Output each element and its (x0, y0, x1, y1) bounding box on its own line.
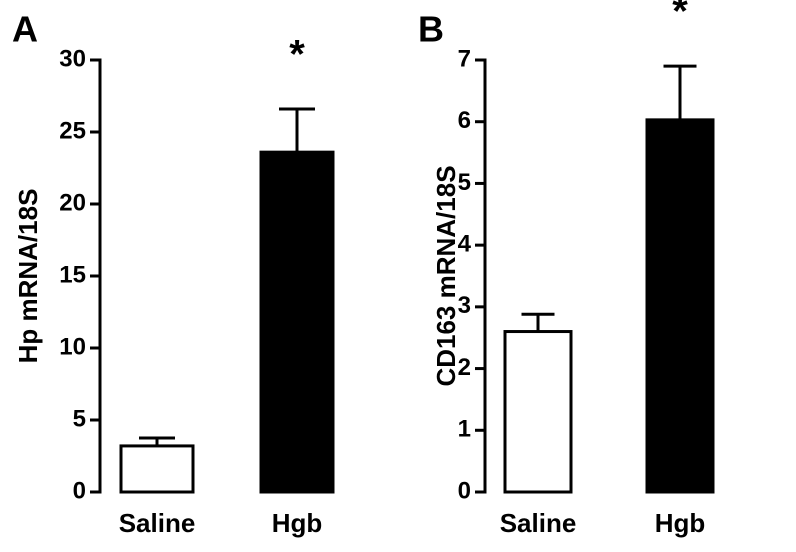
y-tick-label: 30 (59, 45, 86, 72)
y-tick-label: 1 (458, 416, 471, 443)
y-tick-label: 4 (458, 230, 472, 257)
panel-label: B (418, 9, 444, 50)
y-tick-label: 0 (73, 477, 86, 504)
panel-label: A (12, 9, 38, 50)
x-tick-label: Saline (500, 508, 577, 538)
y-tick-label: 2 (458, 354, 471, 381)
y-tick-label: 6 (458, 107, 471, 134)
bar (645, 118, 715, 494)
annotation: * (289, 33, 305, 77)
x-tick-label: Saline (119, 508, 196, 538)
bar (503, 330, 573, 494)
y-tick-label: 25 (59, 117, 86, 144)
y-tick-label: 7 (458, 45, 471, 72)
y-tick-label: 5 (73, 405, 86, 432)
y-tick-label: 0 (458, 477, 471, 504)
y-tick-label: 20 (59, 189, 86, 216)
y-axis-label: CD163 mRNA/18S (431, 165, 461, 386)
bar (259, 150, 335, 494)
annotation: * (672, 0, 688, 34)
y-tick-label: 15 (59, 261, 86, 288)
y-tick-label: 3 (458, 292, 471, 319)
y-tick-label: 10 (59, 333, 86, 360)
x-tick-label: Hgb (655, 508, 706, 538)
x-tick-label: Hgb (272, 508, 323, 538)
y-tick-label: 5 (458, 169, 471, 196)
bar (119, 444, 195, 494)
y-axis-label: Hp mRNA/18S (13, 189, 43, 364)
